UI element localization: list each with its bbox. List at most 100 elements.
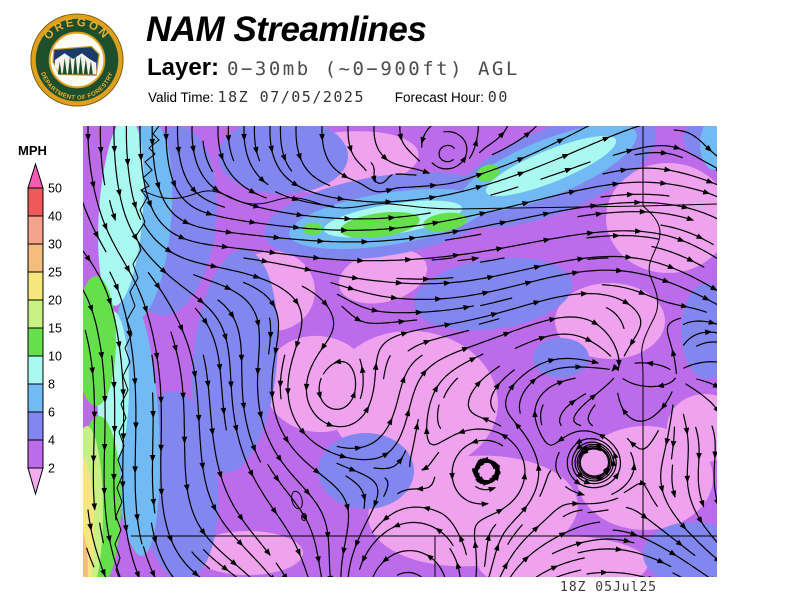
legend-tick: 15: [48, 322, 62, 336]
flow-arrow: [182, 218, 191, 225]
flow-arrow: [675, 539, 684, 547]
streamline: [518, 366, 610, 414]
flow-arrow: [523, 131, 532, 138]
streamline: [586, 234, 660, 240]
flow-arrow: [291, 180, 299, 187]
flow-arrow: [575, 541, 584, 547]
flow-arrow: [680, 302, 689, 309]
flow-arrow: [516, 157, 525, 163]
flow-arrow: [399, 375, 406, 384]
streamline: [587, 509, 609, 514]
streamline: [87, 126, 201, 577]
flow-arrow: [386, 417, 393, 426]
streamline: [275, 191, 335, 207]
flow-arrow: [421, 464, 430, 471]
flow-arrow: [264, 548, 271, 556]
streamline: [683, 361, 717, 369]
flow-arrow: [381, 555, 390, 563]
streamline: [359, 358, 364, 400]
flow-arrow: [210, 263, 218, 269]
flow-arrow: [397, 133, 403, 142]
streamline: [203, 549, 238, 577]
wind-speed-legend: MPH 50 40 30 25 20 15 10 8 6 4 2: [18, 143, 62, 496]
streamline: [509, 521, 601, 577]
layer-label: Layer:: [147, 54, 220, 81]
flow-arrow: [361, 555, 368, 563]
streamline: [83, 201, 107, 253]
streamline: [696, 341, 717, 347]
speed-patch: [193, 531, 303, 575]
flow-arrow: [670, 490, 677, 498]
streamline: [491, 126, 538, 156]
flow-arrow: [392, 522, 401, 528]
streamline: [370, 162, 393, 185]
speed-patch: [423, 212, 467, 232]
flow-arrow: [159, 266, 167, 274]
streamline: [685, 383, 717, 411]
flow-arrow: [291, 195, 300, 202]
streamline: [436, 404, 442, 429]
flow-arrow: [623, 537, 631, 544]
flow-arrow: [131, 233, 138, 242]
flow-arrow: [149, 138, 156, 147]
flow-arrow: [191, 370, 198, 379]
speed-patch: [413, 257, 573, 331]
flow-arrow: [85, 133, 91, 142]
flow-arrow: [634, 228, 643, 234]
speed-patch: [667, 394, 717, 462]
flow-arrow: [469, 356, 477, 363]
flow-arrow: [487, 274, 495, 281]
flow-arrow: [190, 145, 196, 154]
flow-arrow: [87, 523, 93, 531]
flow-arrow: [564, 168, 573, 174]
flow-arrow: [626, 148, 634, 155]
speed-patch: [476, 164, 500, 182]
flow-arrow: [578, 449, 586, 457]
streamline: [426, 353, 526, 577]
legend-tick: 30: [48, 238, 62, 252]
flow-arrow: [258, 175, 266, 184]
legend-arrow-bottom: [27, 467, 44, 496]
streamline: [243, 126, 269, 186]
flow-arrow: [443, 280, 452, 287]
flow-arrow: [317, 238, 325, 244]
streamline: [193, 274, 331, 577]
streamline: [611, 451, 635, 495]
flow-arrow: [199, 462, 206, 470]
columbia-river-border: [140, 189, 717, 210]
flow-arrow: [348, 466, 357, 472]
legend-segment: [27, 187, 44, 217]
flow-arrow: [228, 311, 235, 319]
streamline: [577, 548, 672, 568]
flow-arrow: [351, 274, 360, 281]
flow-arrow: [681, 203, 690, 210]
legend-segment: [27, 271, 44, 301]
flow-arrow: [576, 471, 584, 479]
streamline: [407, 329, 470, 352]
flow-arrow: [131, 201, 137, 210]
flow-arrow: [686, 215, 695, 221]
flow-arrow: [153, 352, 160, 361]
flow-arrow: [106, 297, 112, 306]
flow-arrow: [463, 304, 471, 311]
flow-arrow: [435, 527, 443, 535]
flow-arrow: [428, 195, 437, 201]
flow-arrow: [195, 414, 202, 423]
flow-arrow: [111, 474, 117, 482]
flow-arrow: [344, 215, 352, 222]
flow-arrow: [629, 338, 636, 347]
flow-arrow: [101, 222, 108, 231]
flow-arrow: [639, 479, 647, 486]
streamline: [695, 426, 705, 507]
flow-arrow: [249, 219, 257, 225]
flow-arrow: [658, 485, 665, 493]
flow-arrow: [532, 525, 540, 533]
flow-arrow: [313, 254, 321, 261]
flow-arrow: [532, 409, 538, 418]
flow-arrow: [616, 267, 624, 274]
flow-arrow: [372, 362, 379, 370]
flow-arrow: [296, 211, 304, 218]
streamline: [109, 271, 143, 545]
flow-arrow: [237, 513, 244, 522]
streamline-arrows: [84, 131, 717, 577]
